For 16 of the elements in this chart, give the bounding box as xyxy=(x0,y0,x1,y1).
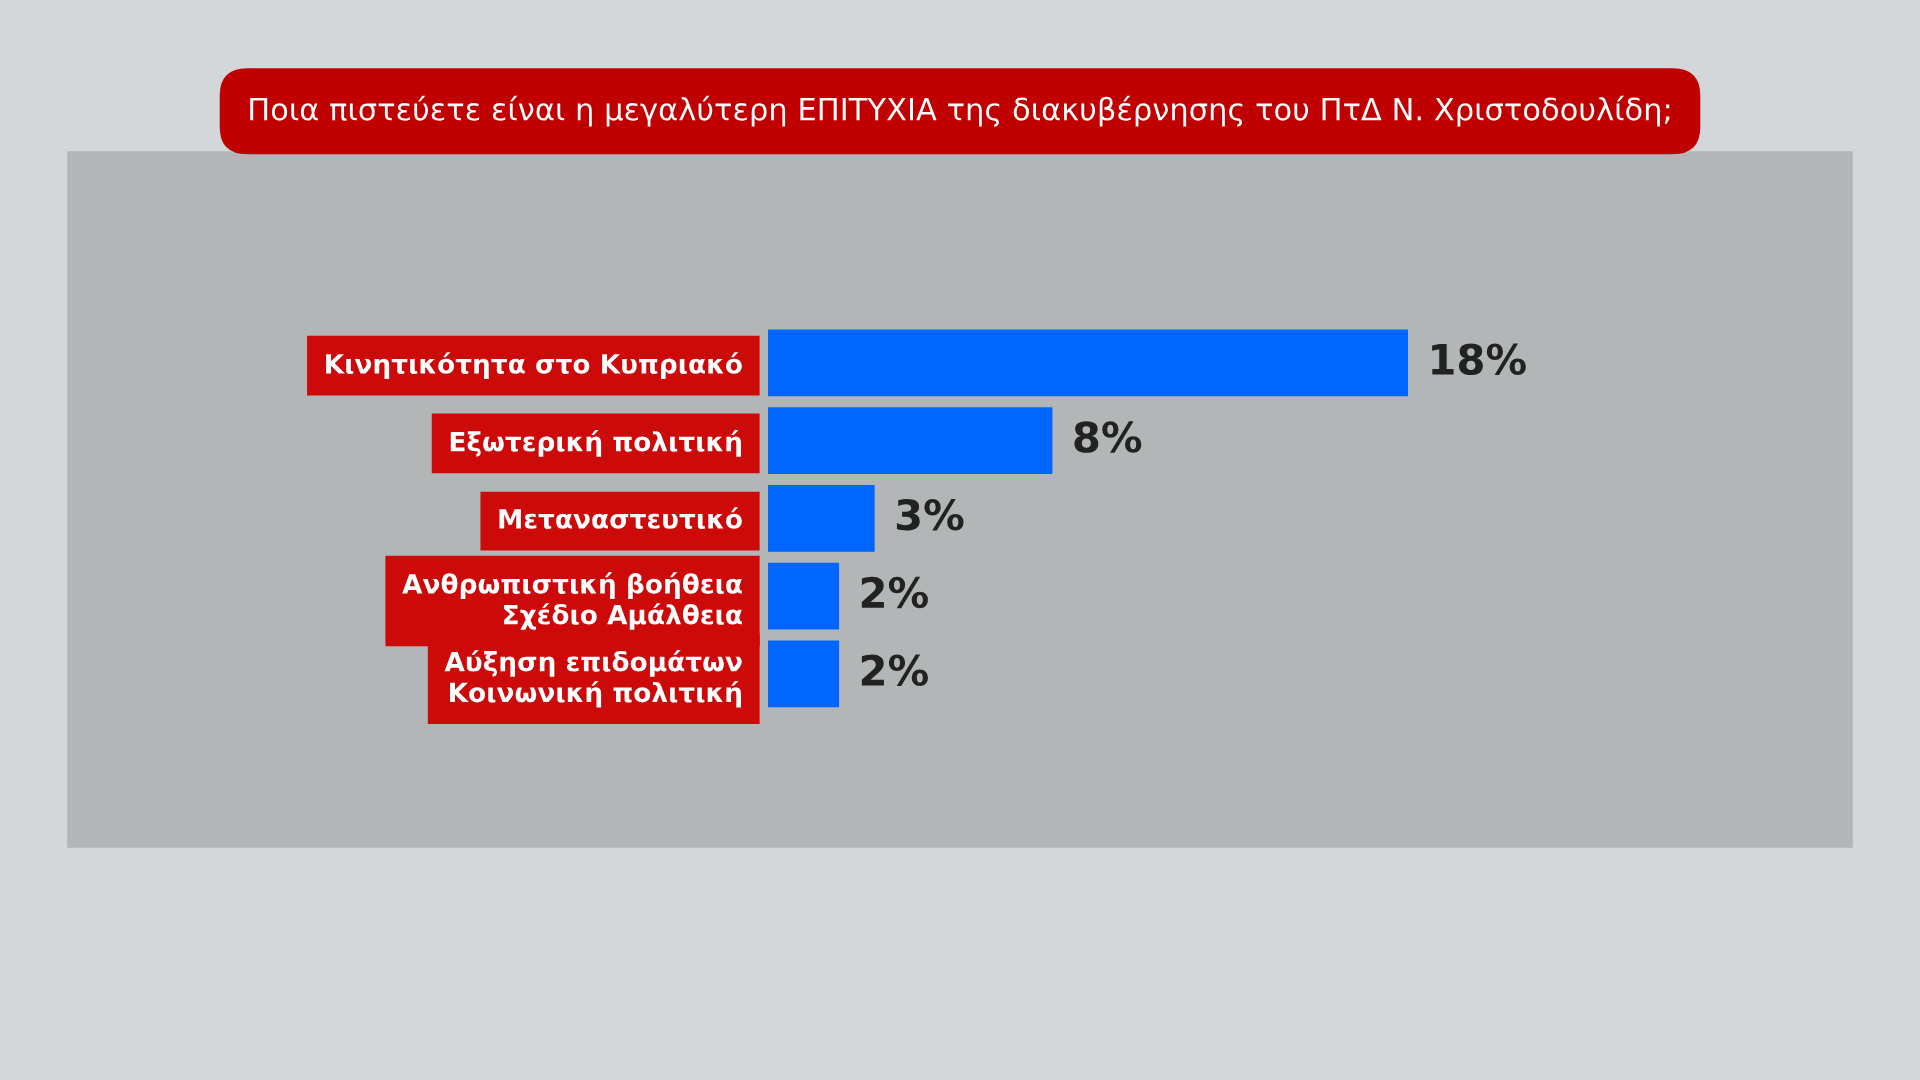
y-tick-label: Κινητικότητα στο Κυπριακό xyxy=(326,352,742,379)
bar xyxy=(768,407,1053,475)
data-label: 3% xyxy=(896,498,964,531)
chart-title: Ποια πιστεύετε είναι η μεγαλύτερη ΕΠΙΤΥΧΙΑ της διακυβέρνησης του ΠτΔ Ν. Χριστοδουλίδη; xyxy=(250,95,1670,127)
y-tick-label: Ανθρωπιστική βοήθεια Σχέδιο Αμάλθεια xyxy=(402,572,742,630)
data-label: 2% xyxy=(861,654,928,687)
y-tick-label: Μεταναστευτικό xyxy=(499,507,742,529)
y-tick-label: Αύξηση επιδομάτων Κοινωνική πολιτική xyxy=(444,650,742,708)
data-label: 8% xyxy=(1074,421,1142,453)
bar xyxy=(768,640,840,708)
bar xyxy=(768,484,875,552)
bar xyxy=(768,562,840,630)
bar xyxy=(768,329,1408,397)
y-tick-label: Εξωτερική πολιτική xyxy=(450,430,741,457)
data-label: 2% xyxy=(861,576,928,609)
data-label: 18% xyxy=(1432,343,1526,375)
